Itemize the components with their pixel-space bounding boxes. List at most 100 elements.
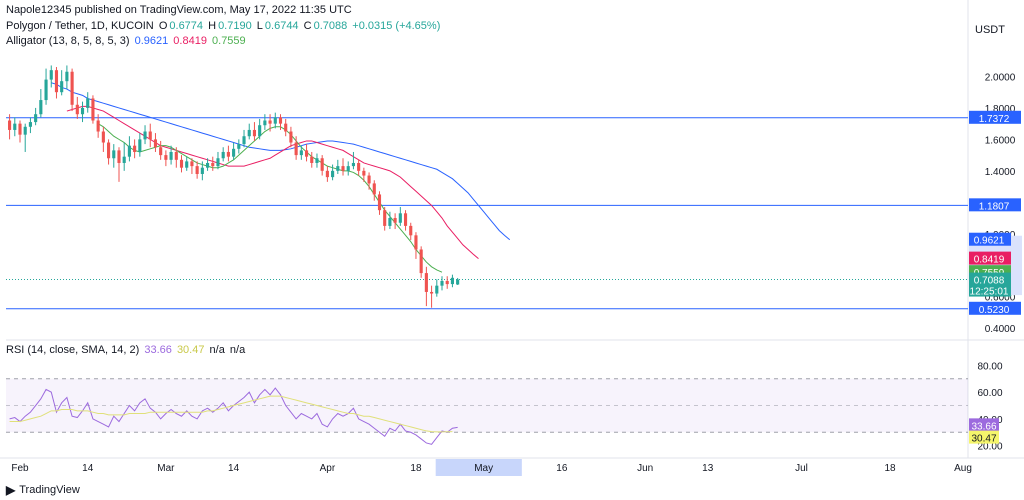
candle-body[interactable]: [190, 161, 194, 167]
candle-body[interactable]: [336, 166, 340, 171]
ohlc-l-label: L: [256, 20, 263, 32]
time-tick-label: 14: [228, 463, 240, 474]
time-tick-label: Feb: [11, 463, 29, 474]
candle-body[interactable]: [174, 151, 178, 160]
candle-body[interactable]: [107, 142, 111, 159]
candle-body[interactable]: [75, 104, 79, 115]
candle-body[interactable]: [44, 79, 48, 101]
candle-body[interactable]: [299, 150, 303, 156]
candle-body[interactable]: [80, 107, 85, 115]
candle-body[interactable]: [49, 70, 53, 80]
candle-body[interactable]: [383, 210, 387, 226]
candle-body[interactable]: [268, 120, 272, 124]
candle-body[interactable]: [159, 147, 163, 156]
candle-body[interactable]: [315, 158, 319, 163]
candle-body[interactable]: [216, 158, 220, 167]
candle-body[interactable]: [143, 131, 147, 140]
candle-body[interactable]: [200, 167, 204, 174]
candle-body[interactable]: [445, 280, 449, 285]
candle-body[interactable]: [28, 122, 32, 127]
candle-body[interactable]: [164, 155, 168, 160]
candle-body[interactable]: [388, 218, 392, 226]
candle-body[interactable]: [117, 150, 121, 163]
candle-body[interactable]: [403, 213, 408, 226]
candle-body[interactable]: [60, 81, 64, 93]
candle-body[interactable]: [211, 162, 215, 167]
candle-body[interactable]: [226, 151, 230, 157]
price-tick-label: 2.0000: [985, 72, 1016, 83]
candle-body[interactable]: [65, 71, 69, 82]
tradingview-footer[interactable]: ▶ TradingView: [6, 483, 80, 497]
candle-body[interactable]: [289, 131, 293, 143]
candle-body[interactable]: [34, 114, 38, 123]
candle-body[interactable]: [179, 159, 184, 168]
candle-body[interactable]: [393, 218, 397, 223]
candle-body[interactable]: [205, 162, 210, 168]
candle-body[interactable]: [133, 145, 137, 152]
candle-body[interactable]: [258, 125, 262, 137]
candle-body[interactable]: [91, 98, 95, 121]
candle-body[interactable]: [8, 120, 12, 130]
candle-body[interactable]: [18, 123, 22, 135]
candle-body[interactable]: [435, 285, 439, 294]
candle-body[interactable]: [398, 213, 402, 223]
candle-body[interactable]: [101, 131, 105, 143]
candle-body[interactable]: [70, 71, 74, 105]
candle-body[interactable]: [310, 156, 314, 163]
candle-body[interactable]: [237, 144, 241, 149]
candle-body[interactable]: [23, 126, 27, 135]
price-tick-label: 1.4000: [985, 167, 1016, 178]
candle-body[interactable]: [294, 142, 298, 156]
candle-body[interactable]: [195, 166, 199, 174]
tradingview-logo-icon: ▶: [6, 483, 16, 497]
candle-body[interactable]: [252, 129, 257, 137]
candle-body[interactable]: [377, 194, 382, 211]
candle-body[interactable]: [242, 136, 246, 145]
candle-body[interactable]: [127, 145, 131, 157]
candle-body[interactable]: [278, 117, 283, 124]
candle-body[interactable]: [39, 100, 43, 115]
level-price-label: 0.5230: [979, 305, 1010, 316]
candle-body[interactable]: [273, 117, 277, 124]
candle-body[interactable]: [13, 123, 17, 130]
candle-body[interactable]: [372, 183, 376, 195]
candle-body[interactable]: [430, 291, 434, 294]
candle-body[interactable]: [304, 150, 309, 157]
candle-body[interactable]: [86, 98, 90, 108]
candle-body[interactable]: [346, 166, 350, 171]
candle-body[interactable]: [221, 151, 225, 159]
candle-body[interactable]: [409, 225, 413, 236]
candle-body[interactable]: [357, 162, 361, 171]
candle-body[interactable]: [232, 148, 236, 157]
candle-body[interactable]: [138, 139, 142, 152]
candle-body[interactable]: [284, 123, 288, 132]
candle-body[interactable]: [169, 151, 173, 160]
candle-body[interactable]: [351, 162, 355, 167]
candle-body[interactable]: [320, 158, 324, 171]
candle-body[interactable]: [331, 170, 335, 178]
candle-body[interactable]: [325, 170, 329, 178]
candle-body[interactable]: [450, 277, 454, 285]
candle-body[interactable]: [148, 131, 152, 140]
candle-body[interactable]: [414, 235, 418, 250]
candle-body[interactable]: [112, 150, 116, 159]
candle-body[interactable]: [362, 170, 366, 176]
candle-body[interactable]: [263, 120, 267, 126]
candle-body[interactable]: [96, 120, 100, 132]
time-tick-label: 18: [410, 463, 422, 474]
candle-body[interactable]: [247, 129, 251, 137]
rsi-tick-label: 80.00: [977, 361, 1002, 372]
candle-body[interactable]: [185, 161, 189, 168]
candle-body[interactable]: [341, 166, 345, 171]
price-tick-label: 0.4000: [985, 324, 1016, 335]
candle-body[interactable]: [440, 280, 444, 286]
candle-body[interactable]: [122, 156, 126, 163]
candle-body[interactable]: [153, 139, 158, 148]
candle-body[interactable]: [456, 279, 460, 285]
candle-body[interactable]: [367, 175, 371, 184]
candle-body[interactable]: [424, 273, 428, 292]
candle-body[interactable]: [54, 70, 59, 93]
candle-body[interactable]: [419, 249, 423, 274]
symbol-line: Polygon / Tether, 1D, KUCOIN O 0.6774 H 0.…: [6, 20, 442, 32]
